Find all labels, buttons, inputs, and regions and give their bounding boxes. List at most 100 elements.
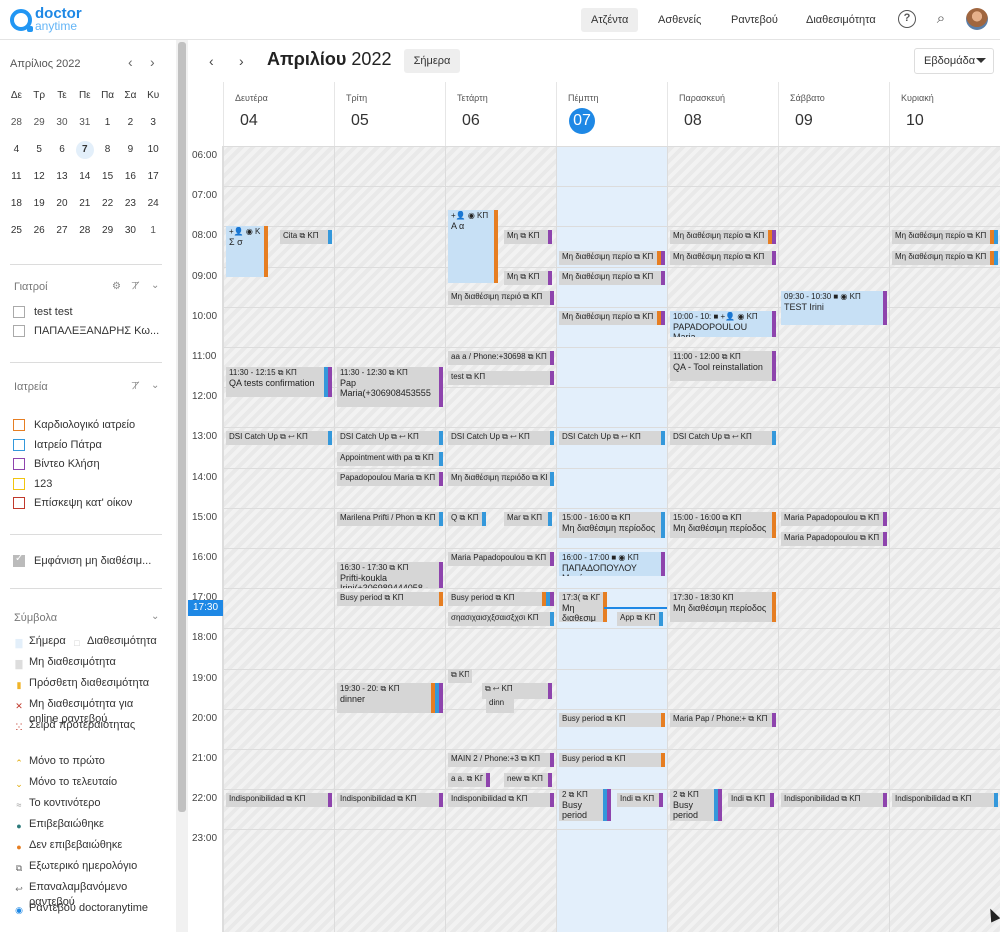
checkbox[interactable] <box>13 497 25 509</box>
calendar-event[interactable]: Μη διαθέσιμη περίο ⧉ ΚΠ <box>559 270 665 285</box>
calendar-event[interactable]: ⧉ ↩ ΚΠ <box>482 682 552 699</box>
mini-calendar-day[interactable]: 23 <box>124 198 136 209</box>
day-number[interactable]: 08 <box>684 112 702 129</box>
calendar-event[interactable]: Maria Papadopoulou ⧉ ΚΠ <box>448 552 554 567</box>
mini-calendar-day[interactable]: 29 <box>33 117 45 128</box>
calendar-event[interactable]: Maria Papadopoulou ⧉ ΚΠ <box>781 531 887 546</box>
calendar-event[interactable]: Indisponibilidad ⧉ ΚΠ <box>337 793 443 808</box>
day-header[interactable]: Παρασκευή 08 <box>667 82 778 146</box>
mini-calendar-day[interactable]: 28 <box>79 225 91 236</box>
mini-calendar-prev-icon[interactable]: ‹ <box>128 54 133 70</box>
clear-filter-icon[interactable]: ⊤̸ <box>131 281 140 292</box>
mini-calendar-day[interactable]: 20 <box>56 198 68 209</box>
mini-calendar-day[interactable]: 11 <box>11 171 22 182</box>
mini-calendar-day[interactable]: 4 <box>13 144 20 155</box>
mini-calendar-day[interactable]: 10 <box>147 144 159 155</box>
calendar-event[interactable]: 19:30 - 20: ⧉ ΚΠ dinner <box>337 682 443 713</box>
calendar-event[interactable]: 11:30 - 12:30 ⧉ ΚΠ Pap Maria(+30690845355… <box>337 367 443 408</box>
calendar-event[interactable]: Μη διαθέσιμη περίο ⧉ ΚΠ <box>670 250 776 265</box>
day-number[interactable]: 06 <box>462 112 480 129</box>
calendar-event[interactable]: Indisponibilidad ⧉ ΚΠ <box>226 793 332 808</box>
view-select[interactable]: Εβδομάδα <box>914 48 994 74</box>
day-number[interactable]: 09 <box>795 112 813 129</box>
calendar-event[interactable]: 09:30 - 10:30 ■ ◉ ΚΠ TEST Irini <box>781 290 887 325</box>
mini-calendar-day[interactable]: 13 <box>56 171 68 182</box>
calendar-event[interactable]: Μη ⧉ ΚΠ <box>504 230 552 245</box>
doctor-item[interactable]: ΠΑΠΑΛΕΞΑΝΔΡΗΣ Κω... <box>13 325 159 337</box>
calendar-event[interactable]: Busy period ⧉ ΚΠ <box>559 712 665 727</box>
mini-calendar-day[interactable]: 28 <box>10 117 22 128</box>
mini-calendar-day[interactable]: 1 <box>150 225 156 236</box>
calendar-event[interactable]: 15:00 - 16:00 ⧉ ΚΠ Μη διαθέσιμη περίοδος <box>559 511 665 538</box>
calendar-event[interactable]: Marilena Prifti / Phon ⧉ ΚΠ <box>337 511 443 526</box>
calendar-event[interactable]: aa a / Phone:+30698 ⧉ ΚΠ <box>448 351 554 366</box>
calendar-event[interactable]: Μη ⧉ ΚΠ <box>504 270 552 285</box>
settings-icon[interactable]: ⚙ <box>112 281 121 292</box>
mini-calendar-day[interactable]: 17 <box>147 171 159 182</box>
mini-calendar-day[interactable]: 16 <box>124 171 136 182</box>
chevron-down-icon[interactable]: ⌄ <box>151 611 160 622</box>
calendar-event[interactable]: DSI Catch Up ⧉ ↩ ΚΠ <box>670 431 776 446</box>
calendar-event[interactable]: Indi ⧉ ΚΠ <box>728 793 774 808</box>
mini-calendar-day[interactable]: 15 <box>102 171 114 182</box>
calendar-event[interactable]: 2 ⧉ ΚΠ Busy period <box>559 789 611 822</box>
clinic-item[interactable]: Ιατρείο Πάτρα <box>13 438 102 451</box>
checkbox[interactable] <box>13 438 25 451</box>
today-day-number[interactable]: 07 <box>569 108 595 134</box>
calendar-event[interactable]: Μη διαθέσιμη περίο ⧉ ΚΠ <box>892 250 998 265</box>
clear-filter-icon[interactable]: ⊤̸ <box>131 381 140 392</box>
nav-patients[interactable]: Ασθενείς <box>658 14 702 26</box>
calendar-event[interactable]: Indisponibilidad ⧉ ΚΠ <box>781 793 887 808</box>
mini-calendar-day[interactable]: 6 <box>59 144 65 155</box>
clinic-item[interactable]: Καρδιολογικό ιατρείο <box>13 419 135 431</box>
clinic-item[interactable]: 123 <box>13 477 52 490</box>
nav-appointments[interactable]: Ραντεβού <box>731 14 778 26</box>
calendar-event[interactable]: Cita ⧉ ΚΠ <box>280 230 332 245</box>
scrollbar-thumb[interactable] <box>178 42 186 812</box>
calendar-event[interactable]: Μη διαθέσιμη περίο ⧉ ΚΠ <box>892 230 998 245</box>
clinic-item[interactable]: Βίντεο Κλήση <box>13 458 100 470</box>
day-number[interactable]: 04 <box>240 112 258 129</box>
calendar-event[interactable]: σηασιχαισχξσαισξχσι ΚΠ <box>448 612 554 627</box>
show-unavailable-toggle[interactable]: Εμφάνιση μη διαθέσιμ... <box>13 553 151 567</box>
mini-calendar-day[interactable]: 2 <box>127 117 134 128</box>
calendar-event[interactable]: Μη διαθέσιμη περίο ⧉ ΚΠ <box>559 250 665 265</box>
mini-calendar-day[interactable]: 25 <box>10 225 22 236</box>
app-logo[interactable]: doctor anytime <box>10 5 82 35</box>
calendar-event[interactable]: Μη διαθέσιμη περίο ⧉ ΚΠ <box>670 230 776 245</box>
mini-calendar-day[interactable]: 5 <box>36 144 42 155</box>
calendar-event[interactable]: dinn <box>486 696 514 713</box>
calendar-event[interactable]: Μη διαθέσιμη περίο ⧉ ΚΠ <box>559 310 665 325</box>
calendar-event[interactable]: 17:30 - 18:30 ΚΠ Μη διαθέσιμη περίοδος <box>670 592 776 623</box>
calendar-event[interactable]: Busy period ⧉ ΚΠ <box>337 592 443 607</box>
calendar-event[interactable]: Indisponibilidad ⧉ ΚΠ <box>448 793 554 808</box>
day-number[interactable]: 10 <box>906 112 924 129</box>
calendar-event[interactable]: a a. ⧉ ΚΠ <box>448 773 490 788</box>
calendar-event[interactable]: +👤 ◉ ΚΠ Α α <box>448 210 498 283</box>
day-header[interactable]: Κυριακή 10 <box>889 82 1000 146</box>
calendar-event[interactable]: Busy period ⧉ ΚΠ <box>559 753 665 768</box>
calendar-event[interactable]: 11:00 - 12:00 ⧉ ΚΠ QA - Tool reinstallati… <box>670 351 776 382</box>
help-icon[interactable]: ? <box>898 10 916 28</box>
calendar-event[interactable]: App ⧉ ΚΠ <box>617 612 663 627</box>
day-header[interactable]: Σάββατο 09 <box>778 82 889 146</box>
calendar-event[interactable]: Appointment with pa ⧉ ΚΠ <box>337 451 443 466</box>
mini-calendar-day[interactable]: 30 <box>124 225 136 236</box>
mini-calendar-day[interactable]: 18 <box>10 198 22 209</box>
checkbox[interactable] <box>13 419 25 431</box>
calendar-event[interactable]: Indisponibilidad ⧉ ΚΠ <box>892 793 998 808</box>
calendar-event[interactable]: 2 ⧉ ΚΠ Busy period <box>670 789 722 822</box>
prev-week-icon[interactable]: ‹ <box>209 53 214 69</box>
calendar-event[interactable]: DSI Catch Up ⧉ ↩ ΚΠ <box>337 431 443 446</box>
mini-calendar-day[interactable]: 24 <box>147 198 159 209</box>
mini-calendar-day[interactable]: 30 <box>56 117 68 128</box>
calendar-event[interactable]: DSI Catch Up ⧉ ↩ ΚΠ <box>226 431 332 446</box>
mini-calendar-day[interactable]: 14 <box>79 171 91 182</box>
mini-calendar-day[interactable]: 26 <box>33 225 45 236</box>
chevron-down-icon[interactable]: ⌄ <box>151 280 160 291</box>
nav-availability[interactable]: Διαθεσιμότητα <box>806 14 876 26</box>
calendar-event[interactable]: +👤 ◉ ΚΠΣ σ <box>226 226 268 277</box>
day-number[interactable]: 05 <box>351 112 369 129</box>
today-button[interactable]: Σήμερα <box>404 49 460 73</box>
